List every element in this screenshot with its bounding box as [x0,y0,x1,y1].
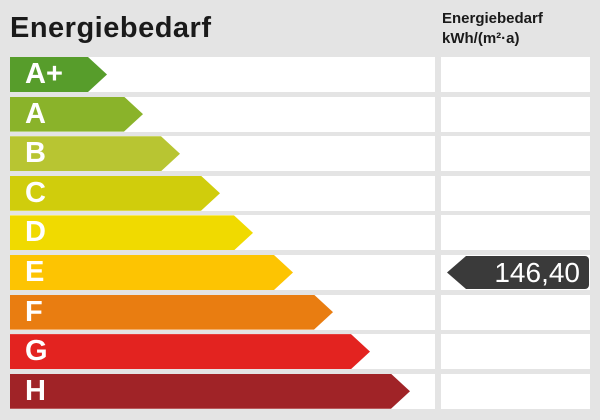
band-row-f: F [0,294,600,330]
value-cell: 146,40 [441,254,590,290]
band-arrow-f: F [10,295,333,330]
value-cell [441,294,590,330]
band-row-b: B [0,136,600,172]
unit-heading-line2: kWh/(m²·a) [442,30,520,47]
page-title: Energiebedarf [10,12,212,44]
value-cell [441,215,590,251]
value-cell [441,57,590,92]
band-row-h: H [0,373,600,409]
band-row-d: D [0,215,600,251]
unit-heading-line1: Energiebedarf [442,10,543,27]
band-arrow-d: D [10,215,253,250]
band-arrow-a-plus: A+ [10,57,107,92]
value-cell [441,136,590,172]
band-arrow-h: H [10,374,410,409]
energy-scale: A+ A B C D 146,40 E [0,57,600,413]
unit-heading: Energiebedarf kWh/(m²·a) [442,9,543,49]
band-row-e: 146,40 E [0,254,600,290]
band-arrow-c: C [10,176,220,211]
band-arrow-e: E [10,255,293,290]
band-arrow-b: B [10,136,180,171]
value-cell [441,96,590,132]
value-marker-arrow: 146,40 [447,255,589,289]
band-row-c: C [0,175,600,211]
band-arrow-a: A [10,97,143,132]
band-row-g: G [0,334,600,370]
value-cell [441,334,590,370]
band-row-a: A [0,96,600,132]
value-cell [441,373,590,409]
value-cell [441,175,590,211]
band-row-a-plus: A+ [0,57,600,92]
band-arrow-g: G [10,334,370,369]
